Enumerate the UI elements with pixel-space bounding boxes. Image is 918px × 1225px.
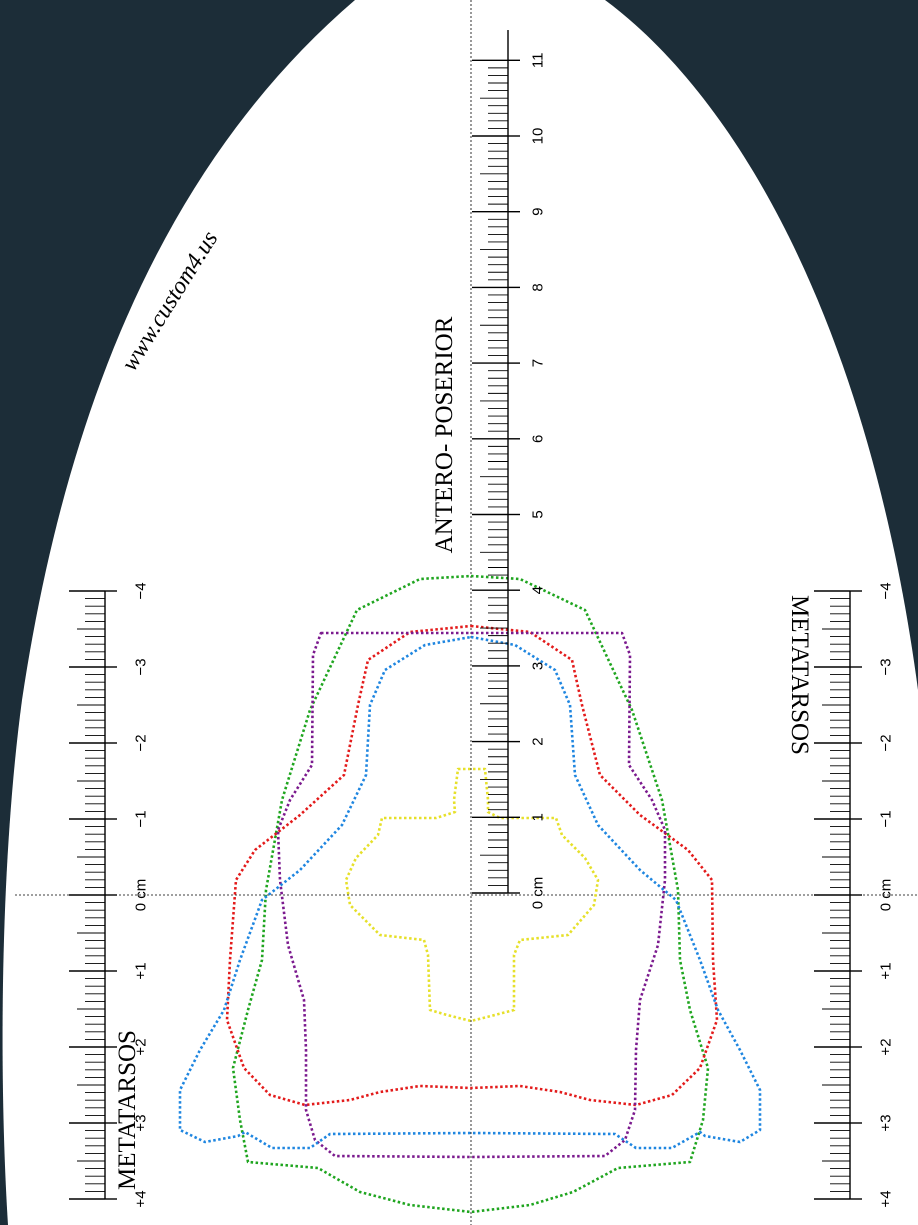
main-ruler-tick-label: 6 [530,435,547,443]
main-ruler-tick-label: 10 [530,128,547,145]
left-ruler-tick-label: −2 [133,734,150,751]
antero-posterior-ruler: 0 cm 1 2 3 4 5 6 7 8 9 10 11 [472,30,547,909]
left-ruler-tick-label: 0 cm [133,879,150,912]
left-ruler-tick-label: +4 [133,1190,150,1207]
right-ruler-tick-label: +3 [878,1114,895,1131]
purple-outline [276,631,667,1159]
antero-posterior-title: ANTERO- POSERIOR [431,316,458,553]
red-outline [225,624,719,1107]
blue-outline [178,635,762,1150]
left-ruler-tick-label: −1 [133,810,150,827]
main-ruler-tick-label: 9 [530,208,547,216]
main-ruler-tick-label: 2 [530,737,547,745]
right-ruler-tick-label: +1 [878,962,895,979]
green-outline [231,574,710,1214]
right-ruler-tick-label: −4 [878,582,895,599]
yellow-outline [344,767,600,1023]
main-ruler-tick-label: 5 [530,510,547,518]
left-metatarsos-ruler: −4 −3 −2 −1 0 cm +1 +2 +3 +4 [69,582,150,1208]
left-ruler-tick-label: −4 [133,582,150,599]
main-ruler-tick-label: 4 [530,586,547,594]
left-metatarsos-title: METATARSOS [114,1030,141,1190]
left-ruler-tick-label: +3 [133,1114,150,1131]
main-ruler-tick-label: 3 [530,662,547,670]
right-metatarsos-title: METATARSOS [786,595,813,755]
main-ruler-tick-label: 11 [530,53,547,69]
main-ruler-tick-label: 7 [530,359,547,367]
right-ruler-tick-label: 0 cm [878,879,895,912]
left-ruler-tick-label: −3 [133,658,150,675]
right-ruler-tick-label: −2 [878,734,895,751]
main-ruler-tick-label: 0 cm [530,877,547,910]
right-ruler-tick-label: +2 [878,1038,895,1055]
main-ruler-tick-label: 1 [530,813,547,821]
right-ruler-tick-label: −1 [878,810,895,827]
main-ruler-tick-label: 8 [530,283,547,291]
right-metatarsos-ruler: −4 −3 −2 −1 0 cm +1 +2 +3 +4 [814,582,895,1208]
left-ruler-tick-label: +1 [133,962,150,979]
outlines [178,574,762,1214]
right-ruler-tick-label: −3 [878,658,895,675]
left-ruler-tick-label: +2 [133,1038,150,1055]
right-ruler-tick-label: +4 [878,1190,895,1207]
